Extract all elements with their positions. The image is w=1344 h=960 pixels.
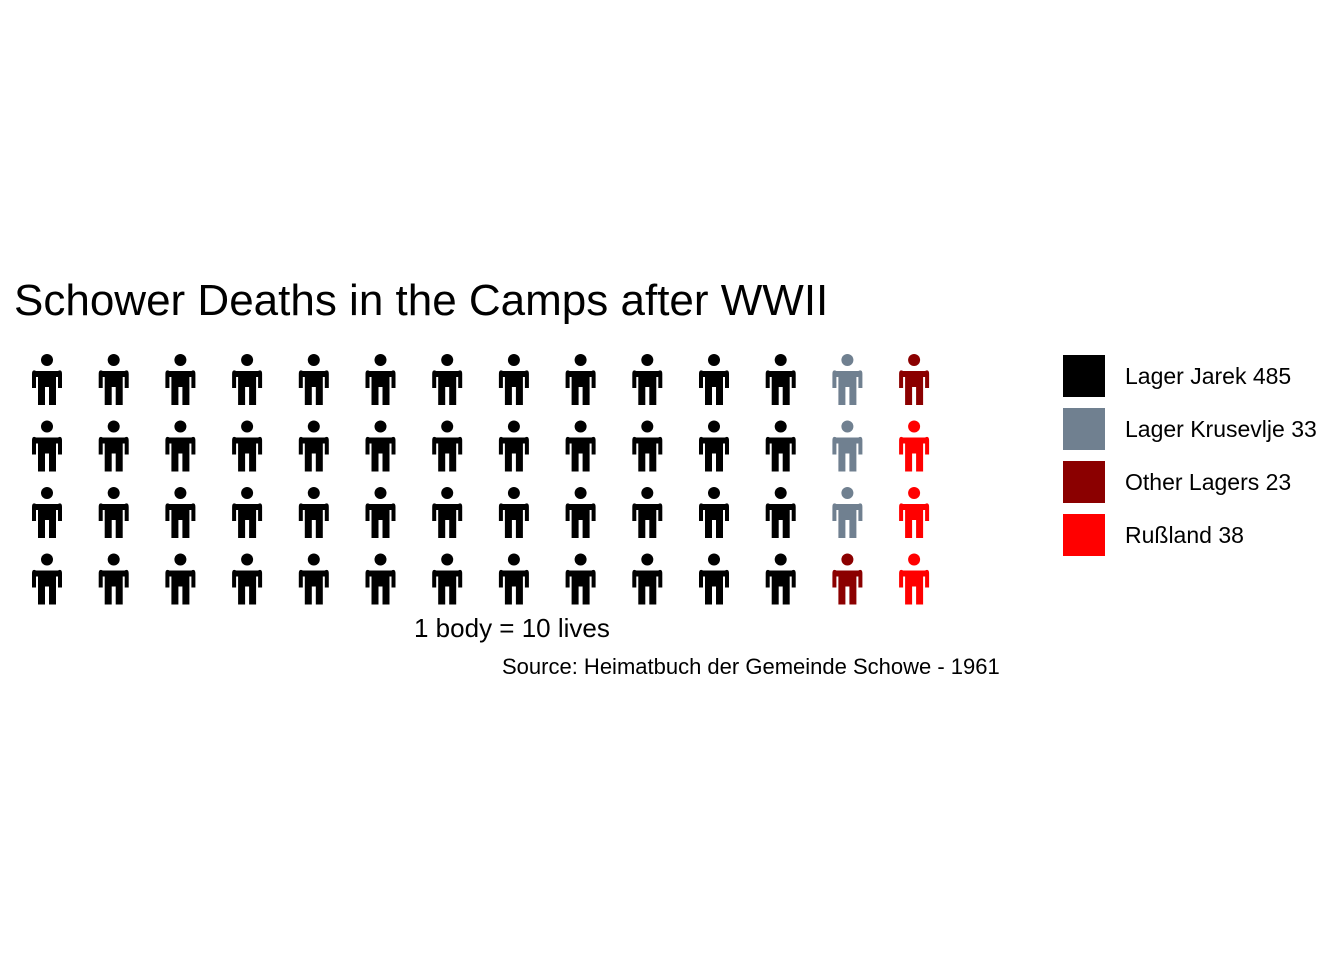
person-icon bbox=[899, 487, 930, 538]
chart-source: Source: Heimatbuch der Gemeinde Schowe -… bbox=[502, 654, 1000, 679]
person-icon bbox=[298, 553, 329, 605]
person-icon bbox=[365, 354, 396, 405]
person-icon bbox=[365, 487, 396, 538]
person-icon bbox=[832, 487, 863, 538]
person-icon bbox=[565, 354, 596, 405]
person-icon bbox=[365, 553, 396, 605]
person-icon bbox=[165, 487, 196, 538]
person-icon bbox=[98, 553, 129, 605]
person-icon bbox=[632, 553, 663, 605]
person-icon bbox=[165, 354, 196, 405]
person-icon bbox=[432, 354, 463, 405]
person-icon bbox=[498, 487, 529, 538]
person-icon bbox=[165, 553, 196, 605]
legend-swatch bbox=[1063, 355, 1105, 397]
person-icon bbox=[498, 354, 529, 405]
legend-item-lager-krusevlje: Lager Krusevlje 33 bbox=[1063, 408, 1317, 450]
person-icon bbox=[765, 420, 796, 472]
person-icon bbox=[98, 354, 129, 405]
person-icon bbox=[699, 553, 729, 605]
legend-item-other-lagers: Other Lagers 23 bbox=[1063, 461, 1317, 503]
person-icon bbox=[899, 420, 930, 472]
legend-item-russland: Rußland 38 bbox=[1063, 514, 1317, 556]
person-icon bbox=[432, 420, 463, 472]
person-icon bbox=[565, 487, 596, 538]
legend-label: Rußland 38 bbox=[1125, 521, 1244, 548]
person-icon bbox=[565, 420, 596, 472]
person-icon bbox=[899, 553, 930, 605]
person-icon bbox=[699, 354, 729, 405]
person-icon bbox=[232, 487, 263, 538]
person-icon bbox=[432, 487, 463, 538]
person-icon bbox=[98, 487, 129, 538]
person-icon bbox=[765, 487, 796, 538]
person-icon bbox=[298, 420, 329, 472]
person-icon bbox=[765, 553, 796, 605]
person-icon bbox=[32, 354, 62, 405]
person-icon bbox=[899, 354, 930, 405]
person-icon bbox=[832, 354, 863, 405]
legend-label: Lager Krusevlje 33 bbox=[1125, 415, 1317, 442]
legend: Lager Jarek 485 Lager Krusevlje 33 Other… bbox=[1063, 355, 1317, 567]
person-icon bbox=[765, 354, 796, 405]
person-icon bbox=[699, 420, 729, 472]
person-icon bbox=[232, 553, 263, 605]
person-icon bbox=[165, 420, 196, 472]
legend-label: Other Lagers 23 bbox=[1125, 468, 1292, 495]
person-icon bbox=[232, 420, 263, 472]
person-icon bbox=[365, 420, 396, 472]
chart-title: Schower Deaths in the Camps after WWII bbox=[14, 276, 829, 325]
person-icon bbox=[632, 354, 663, 405]
person-icon bbox=[832, 553, 863, 605]
person-icon bbox=[832, 420, 863, 472]
person-icon bbox=[432, 553, 463, 605]
person-icon bbox=[632, 420, 663, 472]
person-icon bbox=[298, 354, 329, 405]
person-icon bbox=[32, 553, 62, 605]
chart-caption: 1 body = 10 lives bbox=[414, 613, 610, 643]
legend-label: Lager Jarek 485 bbox=[1125, 362, 1292, 389]
person-icon bbox=[32, 420, 62, 472]
person-icon bbox=[232, 354, 263, 405]
legend-swatch bbox=[1063, 461, 1105, 503]
person-icon bbox=[298, 487, 329, 538]
person-icon bbox=[565, 553, 596, 605]
person-icon bbox=[699, 487, 729, 538]
person-icon bbox=[498, 420, 529, 472]
person-icon bbox=[32, 487, 62, 538]
legend-swatch bbox=[1063, 408, 1105, 450]
waffle-chart bbox=[32, 354, 930, 605]
person-icon bbox=[98, 420, 129, 472]
legend-item-lager-jarek: Lager Jarek 485 bbox=[1063, 355, 1317, 397]
person-icon bbox=[498, 553, 529, 605]
legend-swatch bbox=[1063, 514, 1105, 556]
person-icon bbox=[632, 487, 663, 538]
